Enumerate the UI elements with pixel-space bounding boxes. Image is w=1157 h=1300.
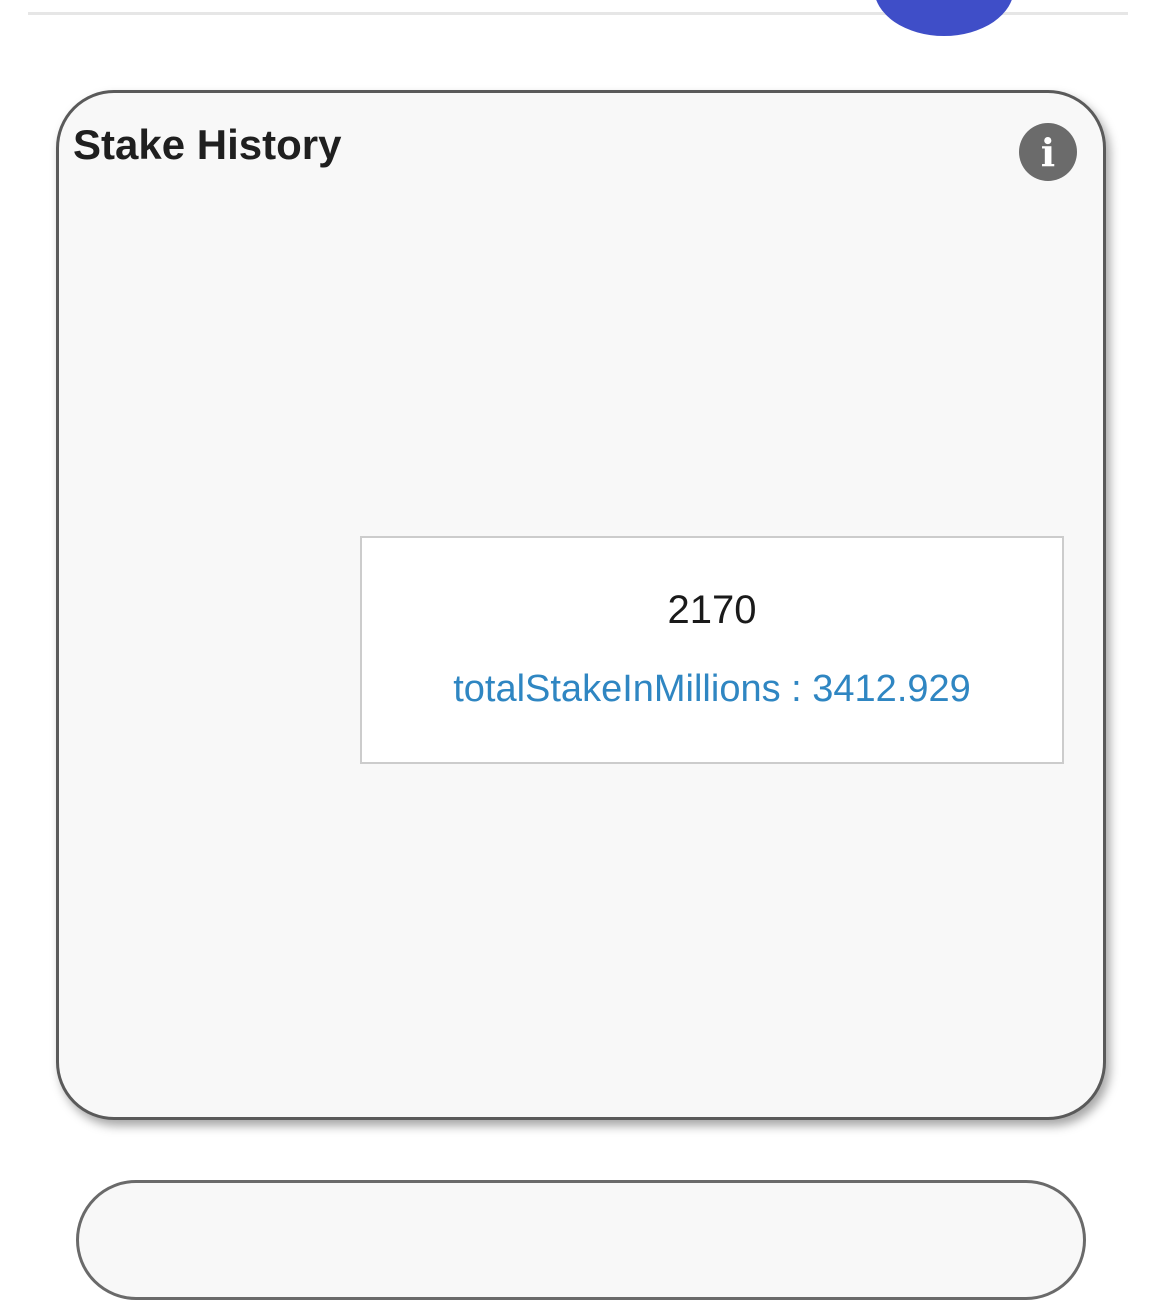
tooltip-series-value: 3412.929: [812, 668, 971, 710]
card-title: Stake History: [73, 121, 342, 168]
next-card: [76, 1180, 1086, 1300]
tooltip-separator: :: [780, 668, 813, 710]
top-divider: [28, 12, 1128, 15]
tooltip-series-name: totalStakeInMillions: [453, 668, 781, 710]
info-icon[interactable]: i: [1019, 123, 1077, 181]
tooltip-label: 2170: [667, 588, 757, 632]
chart-tooltip: 2170 totalStakeInMillions : 3412.929: [360, 536, 1064, 764]
tooltip-value: totalStakeInMillions : 3412.929: [362, 668, 1062, 711]
